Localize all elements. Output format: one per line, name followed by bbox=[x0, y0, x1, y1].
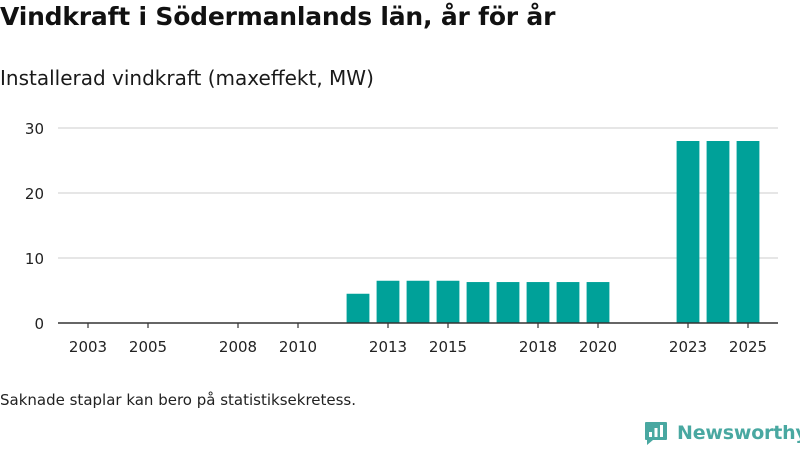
bar-2025[interactable] bbox=[736, 141, 760, 323]
bar-2023[interactable] bbox=[676, 141, 700, 323]
x-tick-label-2018: 2018 bbox=[519, 338, 557, 356]
bar-2020[interactable] bbox=[586, 282, 610, 323]
x-tick-label-2015: 2015 bbox=[429, 338, 467, 356]
bar-2012[interactable] bbox=[346, 293, 370, 323]
x-ticks: 2003 2005 2008 2010 2013 2015 2018 2020 2023 2025 bbox=[69, 323, 767, 356]
x-tick-label-2003: 2003 bbox=[69, 338, 107, 356]
bar-2024[interactable] bbox=[706, 141, 730, 323]
x-tick-label-2008: 2008 bbox=[219, 338, 257, 356]
chart-title: Vindkraft i Södermanlands län, år för år bbox=[0, 2, 556, 31]
bars bbox=[346, 141, 760, 323]
gridlines bbox=[58, 127, 778, 259]
y-tick-label-20: 20 bbox=[25, 185, 44, 203]
y-tick-label-30: 30 bbox=[25, 120, 44, 138]
x-tick-label-2025: 2025 bbox=[729, 338, 767, 356]
chart-subtitle: Installerad vindkraft (maxeffekt, MW) bbox=[0, 66, 374, 90]
y-tick-label-10: 10 bbox=[25, 250, 44, 268]
footnote: Saknade staplar kan bero på statistiksek… bbox=[0, 391, 357, 409]
y-tick-label-0: 0 bbox=[34, 315, 44, 333]
bar-2013[interactable] bbox=[376, 280, 400, 323]
bar-2017[interactable] bbox=[496, 282, 520, 323]
y-ticks: 0 10 20 30 bbox=[25, 120, 44, 333]
x-tick-label-2005: 2005 bbox=[129, 338, 167, 356]
brand-name: Newsworthy bbox=[677, 422, 800, 444]
bar-2016[interactable] bbox=[466, 282, 490, 323]
bar-chart-logo-icon bbox=[645, 422, 667, 445]
brand-logo[interactable]: Newsworthy bbox=[643, 420, 800, 446]
x-tick-label-2010: 2010 bbox=[279, 338, 317, 356]
x-tick-label-2020: 2020 bbox=[579, 338, 617, 356]
x-tick-label-2013: 2013 bbox=[369, 338, 407, 356]
x-tick-label-2023: 2023 bbox=[669, 338, 707, 356]
bar-2014[interactable] bbox=[406, 280, 430, 323]
bar-2019[interactable] bbox=[556, 282, 580, 323]
bar-2015[interactable] bbox=[436, 280, 460, 323]
bar-chart: 2003 2005 2008 2010 2013 2015 2018 2020 2023 2025… bbox=[25, 120, 778, 356]
bar-2018[interactable] bbox=[526, 282, 550, 323]
